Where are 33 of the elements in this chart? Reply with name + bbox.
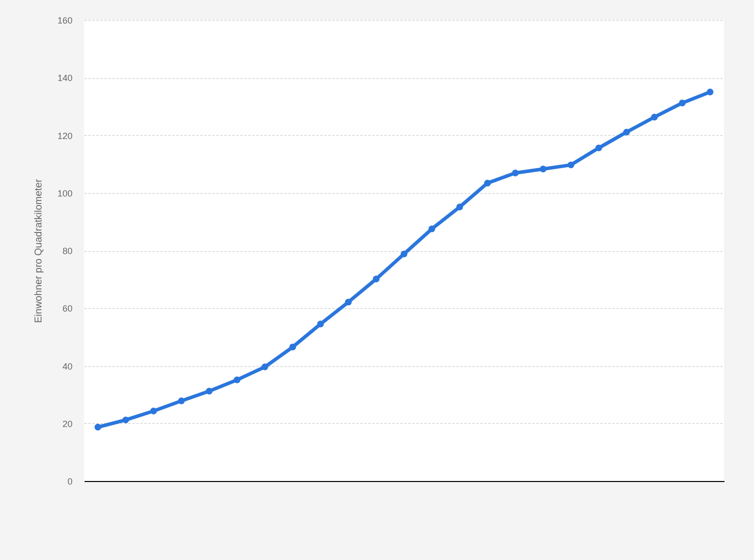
y-tick-label: 60 xyxy=(62,304,72,314)
point xyxy=(150,408,157,414)
point xyxy=(234,376,240,384)
point xyxy=(344,298,352,306)
point xyxy=(400,250,408,258)
point xyxy=(428,226,436,232)
point xyxy=(651,114,658,120)
y-tick-label: 140 xyxy=(57,73,72,84)
point xyxy=(623,128,630,136)
point xyxy=(262,364,268,370)
point xyxy=(94,424,102,430)
point xyxy=(568,162,574,168)
y-tick-label: 0 xyxy=(67,476,72,486)
y-tick-label: 100 xyxy=(57,188,72,198)
point xyxy=(456,204,464,210)
y-tick-label: 120 xyxy=(57,130,72,141)
y-tick-label: 40 xyxy=(62,361,72,372)
y-tick-label: 20 xyxy=(62,418,72,429)
point xyxy=(678,100,686,106)
point xyxy=(540,166,546,172)
point xyxy=(512,170,519,176)
point xyxy=(122,416,130,424)
y-axis-title: Einwohner pro Quadratkilometer xyxy=(33,178,44,323)
point xyxy=(317,320,324,328)
point xyxy=(206,388,213,394)
point xyxy=(706,88,714,96)
point xyxy=(484,180,491,186)
point xyxy=(178,398,185,404)
y-tick-label: 80 xyxy=(62,246,72,256)
point xyxy=(289,344,296,350)
y-tick-label: 160 xyxy=(57,16,72,26)
point xyxy=(595,144,602,152)
point xyxy=(372,276,380,282)
